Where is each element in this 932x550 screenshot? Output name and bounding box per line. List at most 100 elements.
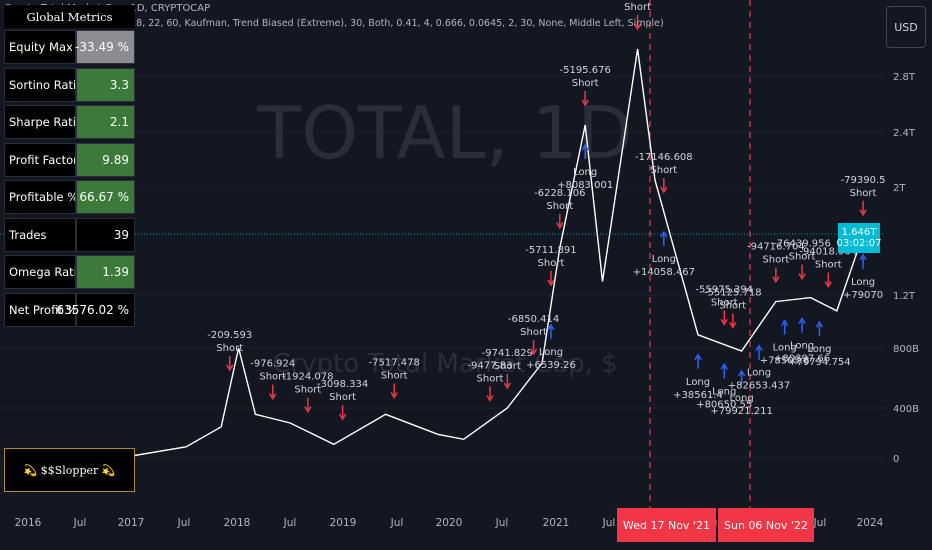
short-arrow-head [556,222,564,230]
watermark-sub: Crypto Total Market Cap, $ [272,349,617,379]
short-signal: -1924.078 Short [282,372,333,414]
y-tick-label: 0 [893,454,899,465]
signal-type-label: Long [539,347,563,358]
metric-value: 9.89 [76,142,135,177]
metric-row: Omega Ratio Ω1.39 [4,255,135,289]
short-arrow-head [338,413,347,421]
long-signal: Long +79921.211 [710,369,773,417]
y-tick-label: 2.4T [893,128,916,139]
signal-profit-label: +78505.8 [760,356,810,367]
signal-type-label: Short [294,385,321,396]
signal-type-label: Long [652,254,676,265]
signal-type-label: Long [851,277,875,288]
short-arrow-head [390,392,398,399]
signal-type-label: Short [477,373,504,384]
x-tick-label: 2020 [436,517,463,529]
signal-profit-label: -5711.891 [525,245,576,256]
long-arrow-head [581,143,589,151]
metric-label: Equity Max DD [4,30,76,64]
metric-row: Trades 39 [4,217,135,252]
short-signal: -7517.478 Short [369,358,420,399]
metric-row: Net Profit % 63576.02 % [4,292,135,327]
signal-type-label: Short [546,201,573,212]
short-signal: -9741.829 Short [482,348,533,390]
long-signal: Long +8083.001 [557,143,613,191]
y-axis: 0 400B 800B 1.2T 2T 2.4T 2.8T [893,72,919,465]
signal-type-label: Short [650,165,677,176]
signal-profit-label: -1924.078 [282,372,333,383]
short-signal: -976.924 Short [250,359,295,401]
long-arrow-head [694,353,702,361]
signal-type-label: Short [329,392,356,403]
short-arrow-head [486,395,494,402]
signal-profit-label: +38561.4 [673,390,723,401]
signal-profit-label: -3098.334 [317,379,368,390]
long-signal: Long +6539.26 [526,323,576,371]
long-signal: Long +14058.467 [633,230,695,278]
x-tick-label: Jul [177,517,191,529]
currency-button[interactable]: USD [886,6,926,48]
signal-type-label: Short [538,258,565,269]
x-tick-label: Jul [813,517,827,529]
long-arrow-head [781,319,789,327]
short-arrow-head [269,393,277,401]
signal-profit-label: -76439.956 [773,239,831,250]
grid-lines [0,75,885,459]
long-arrow-head [720,362,728,370]
short-signal: -76439.956 Short [773,239,831,281]
current-price-countdown: 03:02:07 [836,238,882,249]
short-arrow-head [304,406,312,414]
signal-type-label: Long [573,167,597,178]
short-signal: -6850.414 Short [508,314,559,356]
short-signal: -79390.5 Short [841,175,886,217]
signal-type-label: Short [520,327,547,338]
signal-profit-label: -6228.106 [534,188,585,199]
signal-type-label: Long [773,343,797,354]
watermark-main: TOTAL, 1D [256,91,632,175]
long-signal: Long+80397.66 [774,317,830,365]
long-arrow-head [547,323,555,331]
metric-row: Sortino Ratio 3.3 [4,67,135,102]
price-line [134,48,864,457]
signal-type-label: Short [572,78,599,89]
short-arrow-head [529,348,538,356]
signal-profit-label: -94716.704 [747,242,805,253]
signal-profit-label: +14058.467 [633,267,695,278]
signal-profit-label: -9477.83 [467,360,512,371]
signal-type-label: Long [807,344,831,355]
short-signal: -9477.83 Short [467,360,512,402]
signal-type-label: Short [762,255,789,266]
short-arrow-head [720,318,728,326]
date-lines [649,0,751,508]
long-signal: Long+80650.55 [696,362,752,410]
current-price-tag: 1.646T 03:02:07 [836,223,882,253]
signal-type-label: Long [712,386,736,397]
short-signal: -55975.394 Short [695,284,753,326]
y-tick-label: 2.8T [893,72,916,83]
signal-profit-label: -5195.676 [559,65,610,76]
signal-type-label: Short [494,361,521,372]
signal-profit-label: +8083.001 [557,180,613,191]
short-arrow-head [798,273,806,281]
metric-value: 1.39 [76,255,135,289]
short-arrow-head [633,23,642,31]
x-tick-label: Jul [602,517,616,529]
x-tick-label: Jul [283,517,297,529]
metric-value: 66.67 % [76,180,135,214]
y-tick-label: 1.2T [893,291,916,302]
signal-type-label: Long [686,377,710,388]
metric-label: Profitable % [4,180,76,214]
indicator-params[interactable]: ETronzera&#039;s Total2 (18, 22, 60, Kau… [4,18,664,29]
signal-type-label: Short [850,188,877,199]
date-tag-1: Wed 17 Nov '21 [617,508,716,542]
short-signal: -94018.964 Short [799,247,857,289]
signal-type-label: Short [216,343,243,354]
long-arrow-head [798,317,806,325]
signal-profit-label: -976.924 [250,359,295,370]
x-tick-label: 2021 [543,517,570,529]
trade-signals: -209.593Short-976.924Short-1924.078Short… [207,2,886,421]
signal-profit-label: -209.593 [207,330,252,341]
short-arrow-head [824,281,832,289]
